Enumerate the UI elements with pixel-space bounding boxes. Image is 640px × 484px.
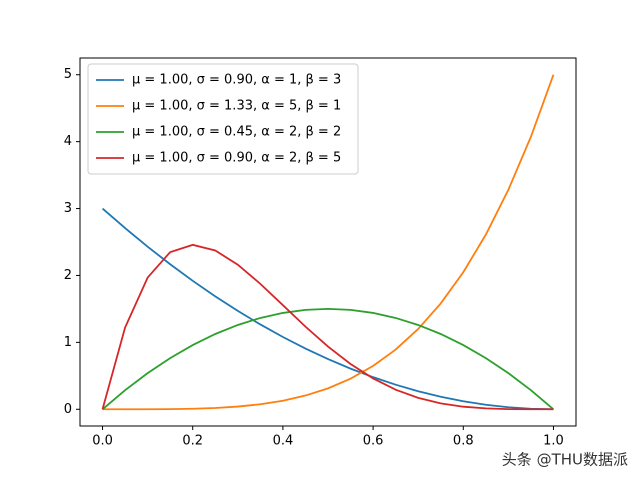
y-tick-label: 0 [64,402,72,417]
y-tick-label: 3 [64,201,72,216]
y-tick-label: 4 [64,134,72,149]
legend-box [87,63,359,175]
legend-label: μ = 1.00, σ = 0.90, α = 1, β = 3 [132,73,341,88]
y-tick-label: 1 [64,335,72,350]
line [101,207,554,411]
legend-label: μ = 1.00, σ = 1.33, α = 5, β = 1 [132,99,341,114]
x-tick-label: 1.0 [543,434,564,449]
line [101,243,554,411]
x-tick-label: 0.0 [92,434,113,449]
legend-label: μ = 1.00, σ = 0.90, α = 2, β = 5 [132,151,341,166]
watermark: 头条 @THU数据派 [502,451,628,469]
y-tick-label: 2 [64,268,72,283]
y-tick-label: 5 [64,67,72,82]
x-tick-label: 0.2 [182,434,203,449]
x-tick-label: 0.4 [273,434,294,449]
line [102,74,555,411]
x-tick-label: 0.6 [363,434,384,449]
axes-frame [79,57,577,427]
x-tick-label: 0.8 [453,434,474,449]
legend-label: μ = 1.00, σ = 0.45, α = 2, β = 2 [132,125,341,140]
legend: μ = 1.00, σ = 0.90, α = 1, β = 3 μ = 1.00… [87,63,359,175]
line [101,308,555,410]
